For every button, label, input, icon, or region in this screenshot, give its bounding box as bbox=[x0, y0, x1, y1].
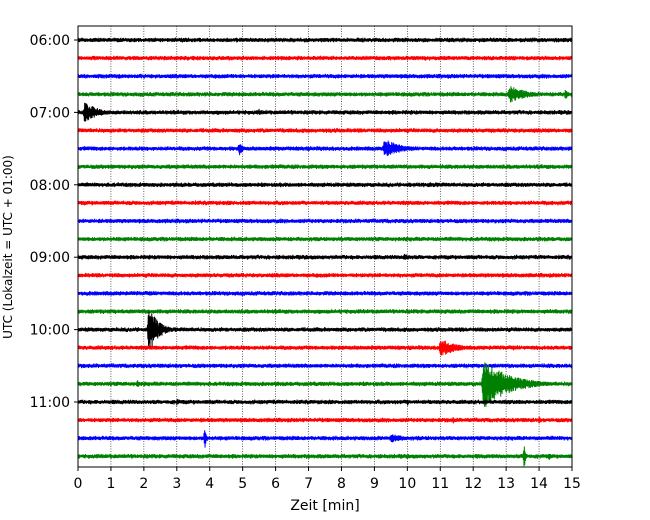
x-tick-label-6: 6 bbox=[271, 476, 280, 492]
trace-0845 bbox=[77, 236, 573, 242]
x-tick-label-8: 8 bbox=[337, 476, 346, 492]
x-tick-label-11: 11 bbox=[431, 476, 449, 492]
x-tick-label-9: 9 bbox=[370, 476, 379, 492]
x-axis-label: Zeit [min] bbox=[290, 498, 359, 514]
x-tick-label-13: 13 bbox=[497, 476, 515, 492]
vertical-grid bbox=[110, 26, 540, 467]
trace-1015 bbox=[77, 340, 573, 356]
trace-0815 bbox=[77, 200, 573, 206]
x-tick-label-0: 0 bbox=[74, 476, 83, 492]
trace-0945 bbox=[77, 309, 573, 315]
trace-0600 bbox=[77, 37, 573, 43]
trace-0645 bbox=[77, 86, 573, 103]
x-tick-label-3: 3 bbox=[172, 476, 181, 492]
trace-0615 bbox=[77, 55, 573, 61]
trace-group bbox=[77, 37, 573, 467]
trace-0700 bbox=[77, 102, 573, 122]
y-tick-label-1100: 11:00 bbox=[30, 395, 70, 411]
x-tick-label-14: 14 bbox=[530, 476, 548, 492]
y-tick-label-0900: 09:00 bbox=[30, 250, 70, 266]
x-tick-label-7: 7 bbox=[304, 476, 313, 492]
x-axis-ticks: 0 1 2 3 4 5 6 7 8 9 10 11 12 13 14 15 bbox=[74, 467, 581, 492]
x-tick-label-2: 2 bbox=[139, 476, 148, 492]
trace-0900 bbox=[77, 253, 573, 260]
x-tick-label-12: 12 bbox=[464, 476, 482, 492]
trace-1130 bbox=[77, 430, 573, 448]
trace-0715 bbox=[77, 128, 573, 134]
trace-1100 bbox=[77, 399, 573, 406]
trace-1030 bbox=[77, 363, 573, 369]
trace-0800 bbox=[77, 182, 573, 188]
trace-1145 bbox=[77, 446, 573, 467]
y-axis-label: UTC (Lokalzeit = UTC + 01:00) bbox=[1, 155, 15, 339]
y-tick-label-0600: 06:00 bbox=[30, 33, 70, 49]
trace-0830 bbox=[77, 218, 573, 224]
trace-0915 bbox=[77, 272, 573, 278]
y-tick-label-1000: 10:00 bbox=[30, 323, 70, 339]
trace-1045 bbox=[77, 362, 573, 408]
y-tick-label-0800: 08:00 bbox=[30, 178, 70, 194]
y-tick-label-0700: 07:00 bbox=[30, 105, 70, 121]
trace-1115 bbox=[77, 416, 573, 424]
y-axis-ticks: 06:00 07:00 08:00 09:00 10:00 11:00 bbox=[30, 33, 78, 411]
trace-0630 bbox=[77, 73, 573, 79]
x-tick-label-1: 1 bbox=[106, 476, 115, 492]
trace-1000 bbox=[77, 312, 573, 350]
x-tick-label-5: 5 bbox=[238, 476, 247, 492]
x-tick-label-15: 15 bbox=[563, 476, 581, 492]
trace-0730 bbox=[77, 140, 573, 157]
x-tick-label-4: 4 bbox=[205, 476, 214, 492]
trace-0930 bbox=[77, 290, 573, 296]
plot-frame bbox=[77, 25, 573, 468]
trace-0745 bbox=[77, 164, 573, 170]
x-tick-label-10: 10 bbox=[398, 476, 416, 492]
